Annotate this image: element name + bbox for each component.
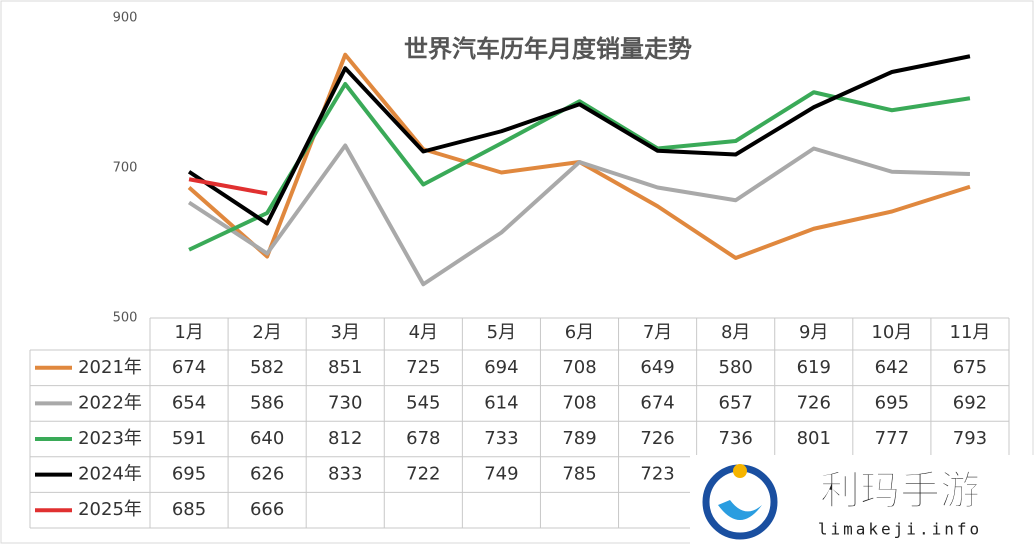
- series-line: [187, 143, 971, 287]
- series-line: [187, 54, 971, 226]
- table-cell: 749: [484, 464, 518, 485]
- x-tick-label: 1月: [174, 322, 203, 343]
- watermark-logo: [718, 500, 762, 520]
- legend-label: 2024年: [78, 464, 142, 485]
- table-cell: 642: [875, 357, 909, 378]
- table-cell: 726: [797, 392, 831, 413]
- table-cell: 614: [484, 392, 518, 413]
- table-cell: 708: [562, 357, 596, 378]
- table-cell: 692: [953, 392, 987, 413]
- table-cell: 586: [250, 392, 284, 413]
- x-tick-label: 11月: [950, 322, 991, 343]
- x-tick-label: 6月: [565, 322, 594, 343]
- table-cell: 545: [406, 392, 440, 413]
- y-tick-label: 700: [113, 161, 138, 176]
- table-cell: 580: [719, 357, 753, 378]
- table-cell: 654: [172, 392, 206, 413]
- table-cell: 678: [406, 428, 440, 449]
- table-cell: 733: [484, 428, 518, 449]
- table-cell: 640: [250, 428, 284, 449]
- x-tick-label: 2月: [252, 322, 281, 343]
- table-cell: 695: [172, 464, 206, 485]
- table-cell: 777: [875, 428, 909, 449]
- table-cell: 674: [640, 392, 674, 413]
- legend-label: 2022年: [78, 392, 142, 413]
- table-cell: 789: [562, 428, 596, 449]
- table-cell: 675: [953, 357, 987, 378]
- watermark-url: limakeji.info: [818, 520, 982, 539]
- table-cell: 726: [640, 428, 674, 449]
- table-cell: 657: [719, 392, 753, 413]
- series-line: [188, 82, 971, 252]
- x-tick-label: 8月: [721, 322, 750, 343]
- table-cell: 851: [328, 357, 362, 378]
- legend-label: 2025年: [78, 499, 142, 520]
- table-cell: 730: [328, 392, 362, 413]
- x-tick-label: 9月: [799, 322, 828, 343]
- table-cell: 674: [172, 357, 206, 378]
- watermark: 利玛手游 limakeji.info: [690, 455, 1034, 544]
- table-cell: 785: [562, 464, 596, 485]
- x-tick-label: 10月: [871, 322, 912, 343]
- table-cell: 812: [328, 428, 362, 449]
- y-tick-label: 900: [113, 11, 138, 26]
- legend-label: 2021年: [78, 357, 142, 378]
- table-cell: 582: [250, 357, 284, 378]
- table-cell: 833: [328, 464, 362, 485]
- table-cell: 725: [406, 357, 440, 378]
- table-cell: 685: [172, 499, 206, 520]
- chart-title: 世界汽车历年月度销量走势: [404, 35, 692, 63]
- legend-label: 2023年: [78, 428, 142, 449]
- table-cell: 619: [797, 357, 831, 378]
- table-cell: 722: [406, 464, 440, 485]
- table-cell: 723: [640, 464, 674, 485]
- table-cell: 591: [172, 428, 206, 449]
- table-cell: 793: [953, 428, 987, 449]
- watermark-logo: [733, 464, 747, 478]
- x-tick-label: 4月: [409, 322, 438, 343]
- y-tick-label: 500: [113, 311, 138, 326]
- table-cell: 626: [250, 464, 284, 485]
- x-tick-label: 3月: [331, 322, 360, 343]
- watermark-title: 利玛手游: [820, 468, 980, 514]
- table-cell: 708: [562, 392, 596, 413]
- series-line: [188, 177, 268, 196]
- table-cell: 694: [484, 357, 518, 378]
- table-cell: 736: [719, 428, 753, 449]
- table-cell: 666: [250, 499, 284, 520]
- watermark-logo: [702, 464, 778, 540]
- x-tick-label: 5月: [487, 322, 516, 343]
- table-cell: 695: [875, 392, 909, 413]
- table-cell: 801: [797, 428, 831, 449]
- table-cell: 649: [640, 357, 674, 378]
- x-tick-label: 7月: [643, 322, 672, 343]
